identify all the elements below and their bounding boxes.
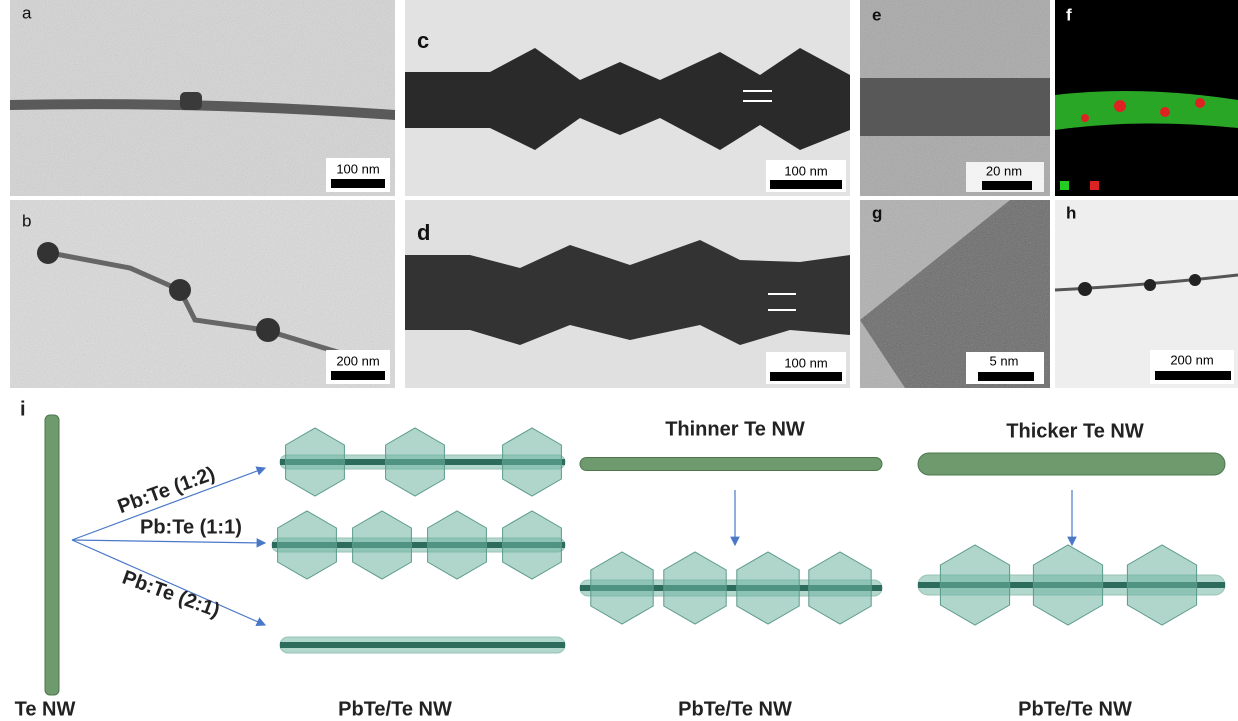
scale-bar <box>978 372 1034 381</box>
panel-c: c 100 nm <box>405 0 850 196</box>
ratio-label: Pb:Te (2:1) <box>119 567 222 623</box>
column-title: Thinner Te NW <box>665 418 805 440</box>
panel-g: g 5 nm <box>860 200 1050 388</box>
panel-label: g <box>872 203 882 222</box>
panel-d: d 100 nm <box>405 200 850 388</box>
nanowire <box>918 453 1225 475</box>
scale-bar-label: 200 nm <box>336 353 379 368</box>
scale-bar <box>331 179 385 188</box>
nanowire <box>580 458 882 471</box>
product-label: PbTe/Te NW <box>1018 698 1132 720</box>
pbte-crystal <box>1033 545 1102 625</box>
panel-f: f <box>1055 0 1238 196</box>
scale-bar-label: 100 nm <box>784 355 827 370</box>
panel-label: i <box>20 398 26 420</box>
scale-bar <box>1155 371 1231 380</box>
panel-e: e 20 nm <box>860 0 1050 196</box>
arrow <box>72 540 265 543</box>
panel-label: f <box>1066 5 1072 24</box>
pbte-crystal <box>664 552 726 624</box>
scale-bar-label: 200 nm <box>1170 352 1213 367</box>
pbte-crystal <box>1127 545 1196 625</box>
pbte-crystal <box>809 552 871 624</box>
start-label: Te NW <box>15 698 76 720</box>
panel-a: a 100 nm <box>10 0 395 196</box>
scale-bar-label: 100 nm <box>336 161 379 176</box>
scale-bar-label: 20 nm <box>986 163 1022 178</box>
scale-bar <box>770 180 842 189</box>
pbte-crystal <box>353 511 412 579</box>
pbte-crystal <box>386 428 445 496</box>
column-title: Thicker Te NW <box>1006 420 1144 442</box>
panel-label: e <box>872 5 881 24</box>
panel-label: b <box>22 211 31 230</box>
pbte-crystal <box>503 511 562 579</box>
scale-bar <box>982 181 1032 190</box>
pbte-crystal <box>278 511 337 579</box>
product-label: PbTe/Te NW <box>678 698 792 720</box>
schematic: i Te NW Pb:Te (1:2) Pb:Te (1:1) Pb:Te (2… <box>15 398 1225 720</box>
scale-bar-label: 100 nm <box>784 163 827 178</box>
pbte-crystal <box>428 511 487 579</box>
panel-label: d <box>417 220 430 245</box>
scale-bar-label: 5 nm <box>990 353 1019 368</box>
panel-label: c <box>417 28 429 53</box>
pbte-crystal <box>286 428 345 496</box>
core <box>280 642 565 648</box>
ratio-label: Pb:Te (1:1) <box>140 516 242 538</box>
panel-label: h <box>1066 203 1076 222</box>
pbte-crystal <box>737 552 799 624</box>
product-label: PbTe/Te NW <box>338 698 452 720</box>
pbte-crystal <box>503 428 562 496</box>
te-nanowire <box>45 415 59 695</box>
panel-b: b 200 nm <box>10 200 395 388</box>
ratio-label: Pb:Te (1:2) <box>115 463 218 519</box>
panel-label: a <box>22 3 32 22</box>
panel-h: h 200 nm <box>1055 200 1238 388</box>
figure: a 100 nm b 200 nm c 100 nm d 100 nm <box>0 0 1238 721</box>
pbte-crystal <box>940 545 1009 625</box>
scale-bar <box>770 372 842 381</box>
scale-bar <box>331 371 385 380</box>
pbte-crystal <box>591 552 653 624</box>
